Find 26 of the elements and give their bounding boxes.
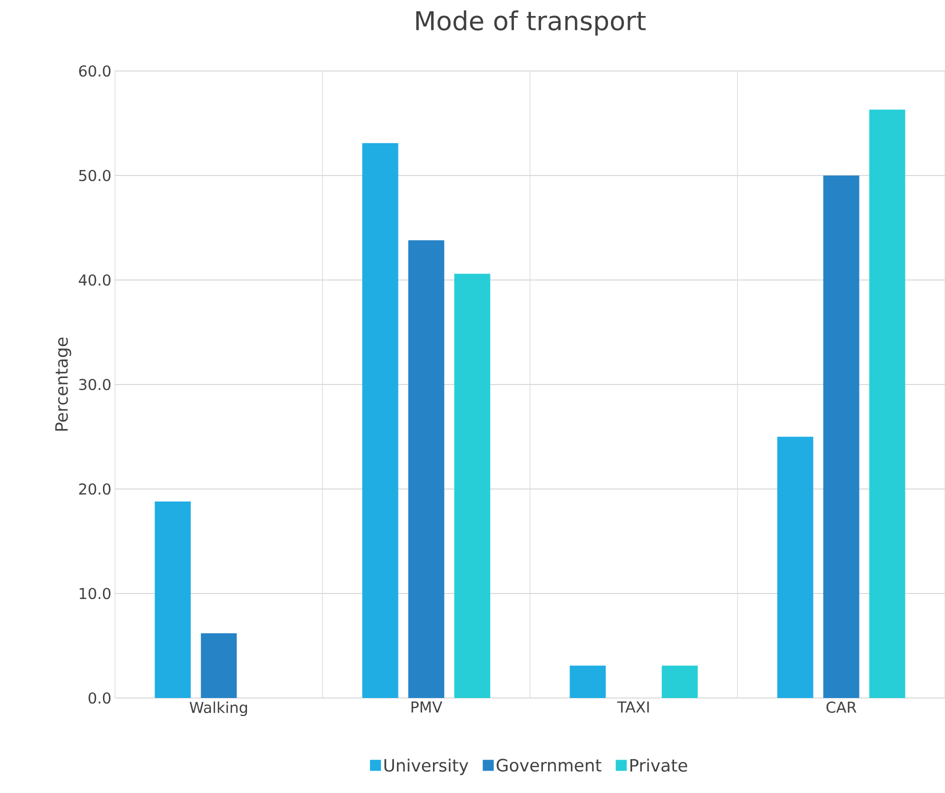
x-tick-label: TAXI (617, 702, 649, 712)
y-tick-label: 30.0 (79, 378, 110, 390)
y-tick-label: 40.0 (78, 274, 110, 286)
bar (408, 240, 444, 698)
bar (200, 633, 237, 698)
legend-label: Private (630, 758, 688, 772)
bar (154, 502, 191, 698)
bar (570, 666, 606, 698)
bar (662, 666, 698, 698)
x-tick-label: PMV (412, 702, 442, 712)
y-tick-label: 0.0 (88, 692, 110, 704)
y-tick-label: 50.0 (79, 170, 110, 182)
y-tick-label: 10.0 (80, 588, 110, 600)
y-tick-label: 60.0 (79, 65, 110, 77)
x-tick-label: CAR (826, 702, 856, 713)
legend-label: Government (496, 758, 602, 772)
x-tick-label: Walking (190, 702, 247, 716)
y-axis-title: Percentage (55, 338, 72, 431)
bar (362, 143, 398, 698)
bar (777, 436, 814, 698)
bar (869, 110, 906, 698)
chart-title: Mode of transport (416, 10, 646, 36)
bar (454, 274, 490, 698)
legend-label: University (384, 758, 468, 776)
bar (823, 175, 860, 698)
y-tick-label: 20.0 (79, 483, 110, 495)
